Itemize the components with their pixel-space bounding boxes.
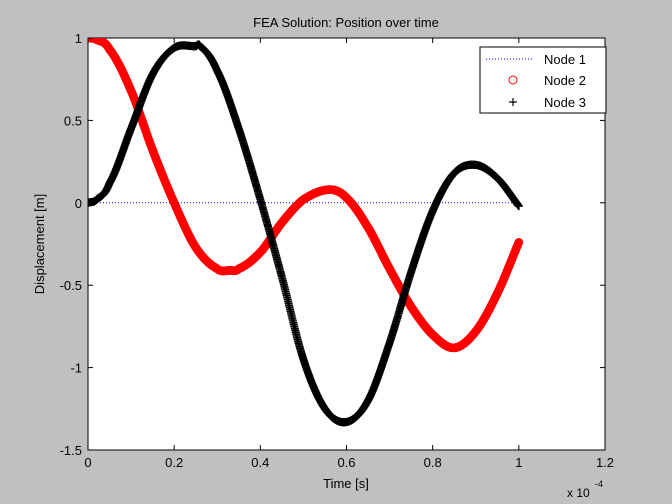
chart-title: FEA Solution: Position over time bbox=[253, 15, 439, 30]
legend-swatch-node-3 bbox=[509, 98, 517, 106]
y-tick-label: -0.5 bbox=[60, 278, 82, 293]
y-tick-label: 1 bbox=[75, 31, 82, 46]
y-tick-label: 0 bbox=[75, 196, 82, 211]
x-tick-label: 0.2 bbox=[165, 455, 183, 470]
legend-entry-node-1: Node 1 bbox=[486, 52, 586, 67]
y-axis-ticks: -1.5 -1 -0.5 0 0.5 1 bbox=[60, 31, 605, 458]
y-tick-label: 0.5 bbox=[64, 113, 82, 128]
x-axis-label: Time [s] bbox=[323, 476, 369, 491]
x-axis-exponent-power: -4 bbox=[595, 479, 603, 489]
y-tick-label: -1.5 bbox=[60, 443, 82, 458]
legend-entry-node-2: Node 2 bbox=[508, 73, 586, 88]
x-tick-label: 0 bbox=[84, 455, 91, 470]
legend-label-node-3: Node 3 bbox=[544, 95, 586, 110]
data-point bbox=[514, 202, 523, 211]
x-tick-label: 0.6 bbox=[337, 455, 355, 470]
x-tick-label: 0.4 bbox=[251, 455, 269, 470]
series-node-3 bbox=[88, 40, 523, 427]
data-point bbox=[514, 238, 524, 247]
x-axis-exponent-base: x 10 bbox=[567, 486, 590, 500]
x-tick-label: 0.8 bbox=[424, 455, 442, 470]
legend-box bbox=[479, 46, 607, 114]
legend: Node 1 Node 2 Node 3 bbox=[479, 46, 607, 114]
x-tick-label: 1.2 bbox=[596, 455, 614, 470]
legend-entry-node-3: Node 3 bbox=[509, 95, 586, 110]
legend-swatch-node-2 bbox=[508, 75, 518, 85]
series-layer bbox=[88, 38, 524, 427]
series-node-2 bbox=[88, 38, 524, 353]
legend-label-node-2: Node 2 bbox=[544, 73, 586, 88]
y-tick-label: -1 bbox=[70, 361, 82, 376]
legend-label-node-1: Node 1 bbox=[544, 52, 586, 67]
x-axis-ticks: 0 0.2 0.4 0.6 0.8 1 1.2 bbox=[84, 38, 614, 470]
x-axis-exponent: x 10 -4 bbox=[567, 479, 603, 500]
y-axis-label: Displacement [m] bbox=[32, 194, 47, 294]
x-tick-label: 1 bbox=[515, 455, 522, 470]
